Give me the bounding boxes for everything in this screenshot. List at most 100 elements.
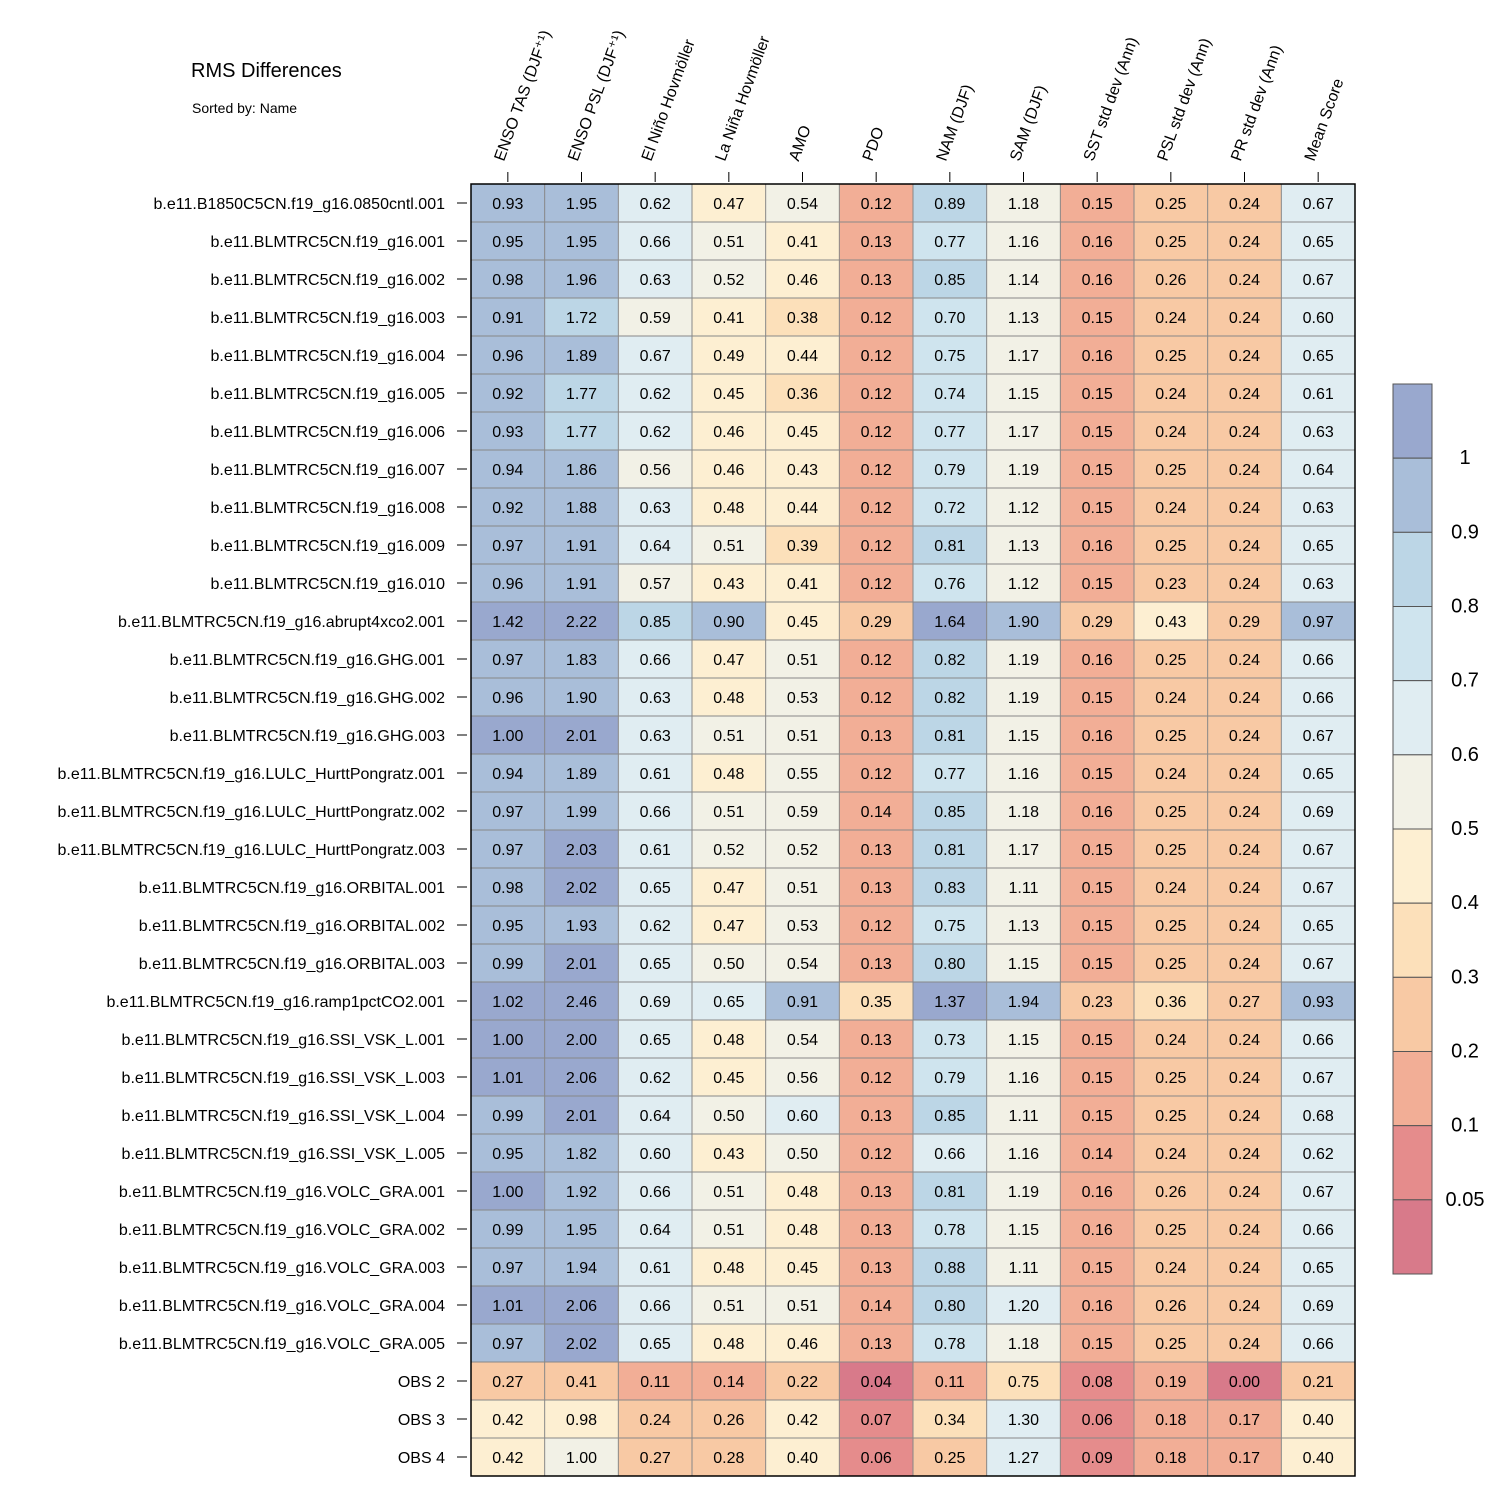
colorbar-label: 0.9 [1451, 521, 1479, 543]
heatmap-cell [471, 1058, 545, 1096]
heatmap-cell [692, 1210, 766, 1248]
heatmap-cell [544, 830, 619, 868]
cell-value-label: 1.94 [1008, 994, 1039, 1011]
cell-value-label: 0.63 [1303, 576, 1334, 593]
cell-value-label: 0.91 [787, 994, 818, 1011]
cell-value-label: 0.12 [861, 462, 892, 479]
heatmap-cell [1060, 868, 1134, 906]
cell-value-label: 0.67 [1303, 1070, 1334, 1087]
cell-value-label: 0.13 [861, 1184, 892, 1201]
cell-value-label: 0.94 [492, 462, 523, 479]
heatmap-cell [1281, 184, 1355, 222]
cell-value-label: 0.13 [861, 956, 892, 973]
heatmap-cell [471, 678, 545, 716]
cell-value-label: 0.17 [1229, 1412, 1260, 1429]
cell-value-label: 0.51 [713, 1222, 744, 1239]
cell-value-label: 0.25 [1155, 1070, 1186, 1087]
heatmap-cell [692, 640, 766, 678]
heatmap-cell [913, 1248, 987, 1286]
heatmap-cell [544, 564, 619, 602]
cell-value-label: 0.12 [861, 310, 892, 327]
colorbar-segment [1392, 531, 1433, 607]
cell-value-label: 0.24 [1229, 1032, 1260, 1049]
cell-value-label: 1.91 [566, 538, 597, 555]
heatmap-cell [471, 1248, 545, 1286]
heatmap-cell [1134, 1248, 1208, 1286]
cell-value-label: 0.79 [934, 1070, 965, 1087]
heatmap-cell [1134, 1400, 1208, 1438]
cell-value-label: 1.13 [1008, 538, 1039, 555]
cell-value-label: 0.24 [1155, 424, 1186, 441]
cell-value-label: 0.26 [713, 1412, 744, 1429]
cell-value-label: 1.18 [1008, 804, 1039, 821]
heatmap-cell [986, 1248, 1061, 1286]
heatmap-cell [913, 526, 987, 564]
heatmap-cell [1207, 1400, 1282, 1438]
heatmap-cell [839, 982, 913, 1020]
heatmap-cell [765, 640, 840, 678]
cell-value-label: 2.02 [566, 1336, 597, 1353]
heatmap-cell [913, 450, 987, 488]
heatmap-cell [544, 298, 619, 336]
cell-value-label: 0.98 [492, 880, 523, 897]
row-label: b.e11.BLMTRC5CN.f19_g16.003 [210, 310, 445, 327]
cell-value-label: 0.81 [934, 728, 965, 745]
cell-value-label: 1.15 [1008, 1032, 1039, 1049]
cell-value-label: 0.15 [1082, 918, 1113, 935]
heatmap-cell [618, 564, 692, 602]
cell-value-label: 1.01 [492, 1298, 523, 1315]
cell-value-label: 0.15 [1082, 576, 1113, 593]
cell-value-label: 1.77 [566, 386, 597, 403]
heatmap-cell [1281, 526, 1355, 564]
cell-value-label: 0.61 [640, 1260, 671, 1277]
heatmap-cell [913, 754, 987, 792]
heatmap-cell [544, 754, 619, 792]
colorbar-label: 0.1 [1451, 1115, 1479, 1137]
heatmap-cell [544, 982, 619, 1020]
cell-value-label: 0.25 [1155, 842, 1186, 859]
heatmap-cell [1207, 260, 1282, 298]
cell-value-label: 0.95 [492, 918, 523, 935]
heatmap-cell [471, 374, 545, 412]
heatmap-cell [986, 1058, 1061, 1096]
heatmap-cell [544, 450, 619, 488]
cell-value-label: 0.36 [1155, 994, 1186, 1011]
heatmap-cell [913, 944, 987, 982]
cell-value-label: 1.11 [1009, 1108, 1039, 1125]
cell-value-label: 0.38 [787, 310, 818, 327]
cell-value-label: 0.29 [861, 614, 892, 631]
row-label: b.e11.BLMTRC5CN.f19_g16.ORBITAL.002 [139, 918, 445, 935]
cell-value-label: 0.13 [861, 272, 892, 289]
row-label: b.e11.BLMTRC5CN.f19_g16.LULC_HurttPongra… [58, 842, 446, 859]
cell-value-label: 0.15 [1082, 196, 1113, 213]
row-label: OBS 3 [398, 1412, 445, 1429]
cell-value-label: 1.16 [1008, 1146, 1039, 1163]
cell-value-label: 0.63 [640, 690, 671, 707]
cell-value-label: 0.64 [640, 538, 671, 555]
cell-value-label: 1.12 [1008, 576, 1039, 593]
heatmap-cell [544, 1210, 619, 1248]
row-label: b.e11.BLMTRC5CN.f19_g16.010 [210, 576, 445, 593]
cell-value-label: 0.24 [1229, 728, 1260, 745]
cell-value-label: 0.42 [492, 1450, 523, 1467]
cell-value-label: 0.24 [1155, 500, 1186, 517]
heatmap-cell [544, 792, 619, 830]
cell-value-label: 0.41 [713, 310, 744, 327]
heatmap-cell [986, 260, 1061, 298]
cell-value-label: 0.15 [1082, 1260, 1113, 1277]
cell-value-label: 0.12 [861, 424, 892, 441]
cell-value-label: 0.15 [1082, 424, 1113, 441]
cell-value-label: 0.62 [640, 424, 671, 441]
cell-value-label: 0.27 [1229, 994, 1260, 1011]
row-label: b.e11.BLMTRC5CN.f19_g16.009 [210, 538, 445, 555]
heatmap-cell [839, 678, 913, 716]
column-labels: ENSO TAS (DJF⁺¹) ENSO PSL (DJF⁺¹) El Niño … [492, 28, 1347, 182]
heatmap-cell [986, 1020, 1061, 1058]
heatmap-cell [544, 526, 619, 564]
heatmap-cell [692, 1020, 766, 1058]
cell-value-label: 0.77 [934, 234, 965, 251]
heatmap-cell [471, 602, 545, 640]
cell-value-label: 0.73 [934, 1032, 965, 1049]
heatmap-cell [692, 526, 766, 564]
cell-value-label: 0.96 [492, 690, 523, 707]
